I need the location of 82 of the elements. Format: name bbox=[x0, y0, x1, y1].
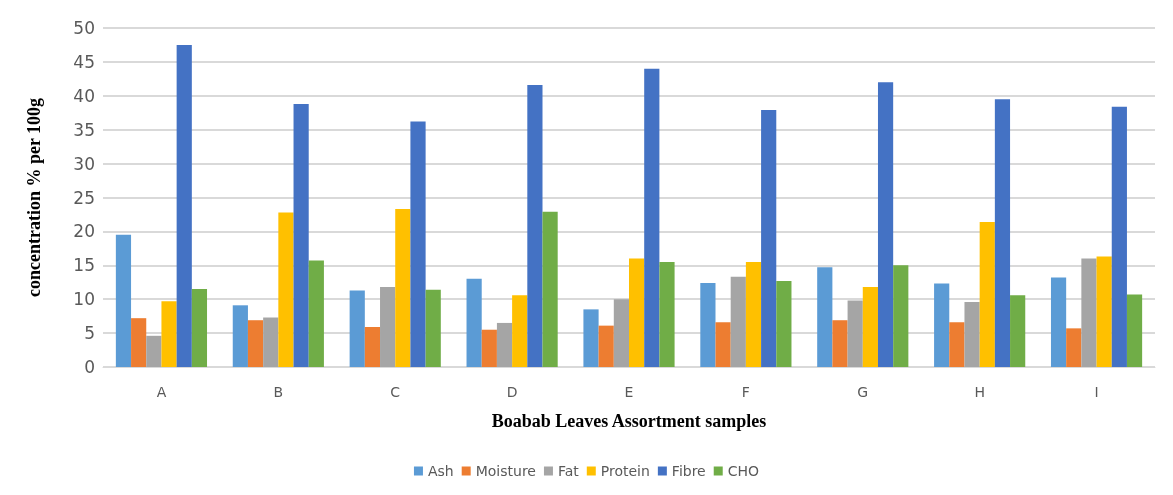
x-tick-label: G bbox=[857, 384, 869, 400]
bar bbox=[934, 283, 950, 367]
x-axis-title: Boabab Leaves Assortment samples bbox=[491, 411, 767, 431]
bar bbox=[308, 260, 324, 367]
bar bbox=[862, 287, 878, 367]
y-tick-label: 10 bbox=[73, 289, 95, 310]
bar bbox=[1096, 256, 1112, 367]
y-tick-label: 20 bbox=[73, 221, 95, 242]
bar bbox=[1050, 277, 1067, 367]
bar bbox=[832, 320, 848, 367]
legend-label: Ash bbox=[427, 463, 454, 479]
bar bbox=[1010, 295, 1026, 367]
bar bbox=[542, 211, 558, 367]
y-tick-label: 0 bbox=[84, 357, 95, 377]
y-tick-label: 15 bbox=[73, 255, 95, 276]
legend-label: Protein bbox=[600, 463, 650, 479]
y-tick-label: 50 bbox=[73, 18, 95, 38]
y-tick-label: 25 bbox=[73, 187, 95, 208]
bar bbox=[964, 301, 980, 367]
legend-label: Fat bbox=[557, 463, 580, 479]
y-tick-label: 5 bbox=[84, 323, 95, 344]
bar bbox=[583, 309, 599, 367]
bar bbox=[176, 44, 192, 367]
bar bbox=[776, 280, 792, 367]
bar bbox=[659, 261, 675, 367]
x-tick-label: I bbox=[1094, 384, 1099, 400]
bar bbox=[613, 299, 629, 367]
bar bbox=[1066, 328, 1082, 367]
legend-label: CHO bbox=[727, 463, 760, 479]
bar bbox=[380, 287, 396, 367]
bar bbox=[527, 84, 543, 367]
bar bbox=[598, 325, 614, 367]
bar bbox=[349, 290, 365, 367]
bar bbox=[496, 322, 513, 367]
bar bbox=[364, 327, 381, 367]
bar bbox=[847, 300, 863, 367]
bar bbox=[700, 282, 716, 367]
y-tick-label: 30 bbox=[73, 153, 95, 174]
y-axis-title: concentration % per 100g bbox=[24, 97, 44, 298]
x-tick-label: E bbox=[624, 384, 634, 400]
bar bbox=[715, 322, 731, 367]
bar bbox=[278, 212, 294, 367]
bar bbox=[730, 276, 746, 367]
y-tick-label: 35 bbox=[73, 119, 95, 140]
bar bbox=[877, 82, 894, 367]
bar bbox=[395, 209, 411, 367]
bar bbox=[1111, 106, 1127, 367]
x-tick-label: B bbox=[273, 384, 284, 400]
x-tick-label: H bbox=[974, 384, 985, 400]
x-tick-label: F bbox=[741, 384, 750, 400]
bar bbox=[466, 278, 482, 367]
bar bbox=[629, 258, 645, 367]
x-tick-label: A bbox=[156, 384, 167, 400]
x-tick-label: C bbox=[390, 384, 401, 400]
bar bbox=[1126, 294, 1143, 367]
bar bbox=[979, 221, 995, 367]
bar bbox=[481, 329, 497, 367]
bar bbox=[131, 318, 147, 367]
bar bbox=[994, 99, 1011, 367]
bar bbox=[115, 234, 132, 367]
x-tick-label: D bbox=[506, 384, 518, 400]
bar bbox=[293, 103, 309, 367]
bar bbox=[949, 322, 965, 367]
bar bbox=[745, 261, 762, 367]
legend-label: Moisture bbox=[475, 463, 536, 479]
legend-label: Fibre bbox=[671, 463, 706, 479]
bar bbox=[425, 289, 441, 367]
bar bbox=[146, 335, 162, 367]
bar bbox=[191, 289, 208, 367]
bar bbox=[1081, 258, 1097, 367]
bar bbox=[247, 320, 264, 367]
bar bbox=[263, 317, 279, 367]
bar bbox=[761, 110, 777, 367]
bar bbox=[161, 301, 177, 367]
y-tick-label: 45 bbox=[73, 51, 95, 72]
bar bbox=[410, 121, 426, 367]
bar bbox=[232, 305, 248, 367]
bar bbox=[817, 267, 833, 367]
bar bbox=[893, 265, 909, 367]
y-tick-label: 40 bbox=[73, 85, 95, 106]
bar bbox=[644, 68, 660, 367]
bar bbox=[512, 295, 528, 367]
